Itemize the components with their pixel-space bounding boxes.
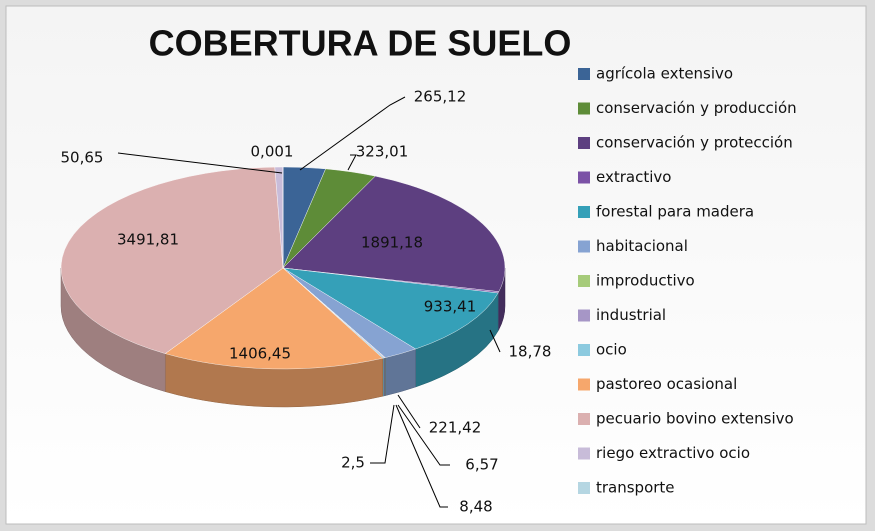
legend-swatch — [578, 206, 590, 218]
legend-swatch — [578, 102, 590, 115]
slice — [164, 267, 384, 370]
legend-swatch — [578, 137, 590, 149]
leader-line — [347, 154, 357, 171]
legend-label: improductivo — [596, 272, 695, 290]
legend-label: riego extractivo ocio — [596, 444, 750, 462]
legend-swatch — [578, 68, 590, 80]
data-label: 6,57 — [465, 456, 498, 474]
data-label: 323,01 — [356, 143, 409, 161]
legend-swatch — [578, 309, 590, 322]
legend-label: pecuario bovino extensivo — [596, 410, 794, 428]
data-label: 1891,18 — [361, 234, 423, 252]
legend-label: agrícola extensivo — [596, 65, 733, 83]
slice — [282, 267, 499, 350]
data-label: 265,12 — [414, 88, 467, 106]
legend-label: habitacional — [596, 237, 688, 255]
data-label: 3491,81 — [117, 231, 179, 249]
legend-label: forestal para madera — [596, 203, 754, 221]
legend-label: pastoreo ocasional — [596, 375, 737, 393]
data-label: 8,48 — [459, 498, 492, 516]
data-label: 1406,45 — [229, 345, 291, 363]
leader-line — [397, 394, 421, 429]
legend-label: extractivo — [596, 168, 671, 186]
legend-label: conservación y protección — [596, 134, 793, 152]
leader-line — [395, 404, 448, 508]
legend-swatch — [578, 413, 590, 425]
legend-label: ocio — [596, 341, 627, 359]
legend-swatch — [578, 344, 590, 356]
legend-label: transporte — [596, 479, 675, 497]
leader-line — [397, 404, 450, 466]
legend-swatch — [578, 240, 590, 253]
legend-swatch — [578, 275, 590, 287]
data-label: 2,5 — [341, 454, 365, 472]
data-label: 50,65 — [61, 149, 104, 167]
slice — [282, 175, 506, 292]
data-label: 933,41 — [424, 298, 477, 316]
data-label: 18,78 — [509, 343, 552, 361]
data-label: 221,42 — [429, 419, 482, 437]
data-label: 0,001 — [251, 143, 294, 161]
legend-label: industrial — [596, 306, 666, 324]
legend-label: conservación y producción — [596, 99, 797, 117]
legend-swatch — [578, 447, 590, 460]
leader-line — [117, 152, 283, 174]
slice — [60, 166, 284, 354]
leader-line — [299, 96, 406, 171]
leader-line — [370, 404, 395, 464]
legend-swatch — [578, 378, 590, 391]
legend-swatch — [578, 482, 590, 494]
legend-swatch — [578, 171, 590, 184]
leader-line — [489, 329, 501, 353]
chart-title: COBERTURA DE SUELO — [149, 23, 572, 64]
